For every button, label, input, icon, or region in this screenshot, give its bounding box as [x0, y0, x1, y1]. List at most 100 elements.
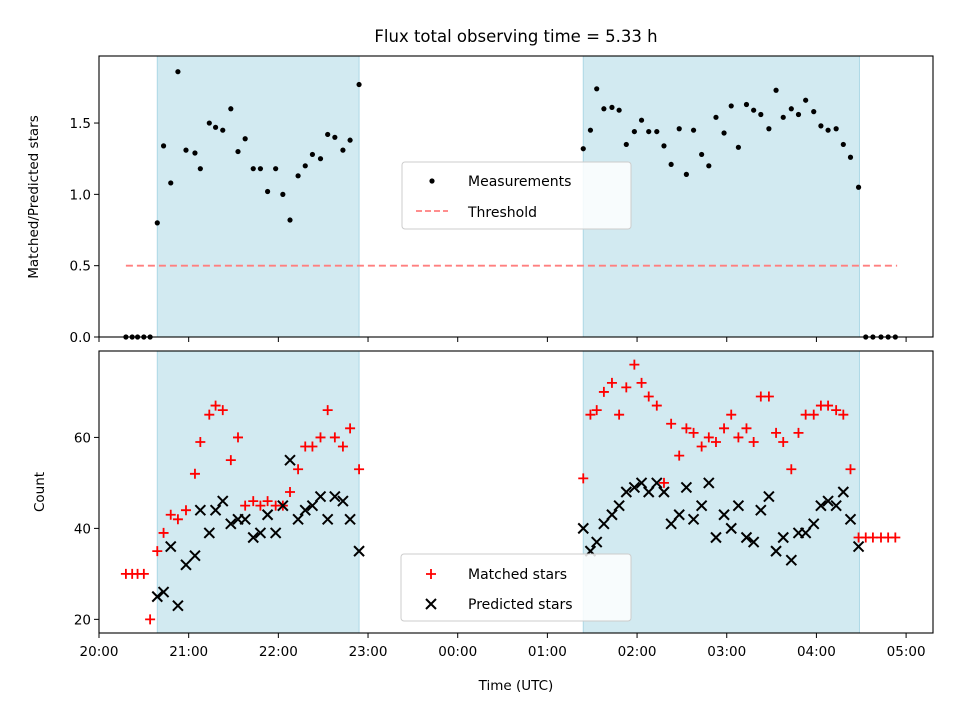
data-point — [206, 120, 212, 126]
data-point — [284, 454, 296, 466]
data-point — [175, 69, 181, 75]
data-point — [721, 130, 727, 136]
y-tick-label: 40 — [74, 521, 91, 537]
data-point — [718, 509, 730, 521]
data-point — [740, 531, 753, 544]
bottom-panel: 20 40 60 20:00 21:00 22:00 23:00 00:00 01:00 02:0… — [32, 350, 934, 694]
data-point — [157, 586, 170, 598]
bottom-legend-box — [400, 553, 632, 622]
data-point — [793, 427, 804, 438]
data-point — [833, 126, 839, 132]
data-point — [158, 527, 169, 538]
data-point — [302, 163, 308, 169]
legend-marker-matched-stars — [426, 569, 436, 579]
data-point — [287, 217, 293, 223]
data-point — [217, 405, 228, 416]
data-point — [643, 391, 654, 402]
data-point — [189, 549, 201, 562]
data-point — [264, 188, 271, 195]
data-point — [847, 154, 854, 160]
data-point — [676, 126, 682, 132]
data-point — [322, 405, 333, 416]
data-point — [763, 391, 774, 402]
data-point — [831, 405, 842, 416]
data-point — [651, 477, 663, 489]
data-point — [674, 450, 685, 461]
data-point — [345, 423, 356, 434]
data-point — [587, 127, 594, 133]
x-tick-label: 02:00 — [618, 644, 657, 660]
data-point — [353, 545, 365, 557]
data-point — [773, 87, 779, 93]
data-point — [329, 490, 341, 503]
data-point — [681, 423, 692, 434]
data-point — [210, 400, 221, 411]
data-point — [785, 554, 798, 566]
data-point — [273, 166, 279, 172]
data-point — [855, 184, 862, 190]
data-point — [699, 151, 705, 158]
data-point — [654, 128, 660, 135]
data-point — [751, 107, 757, 113]
data-point — [233, 432, 243, 443]
data-point — [242, 136, 248, 142]
x-tick-label: 23:00 — [349, 644, 388, 660]
data-point — [838, 409, 849, 420]
data-point — [668, 161, 674, 168]
y-tick-label: 0.5 — [70, 259, 91, 275]
data-point — [145, 614, 156, 625]
data-point — [189, 468, 200, 479]
data-point — [688, 427, 699, 438]
data-point — [606, 509, 618, 521]
data-point — [658, 486, 670, 498]
data-point — [803, 97, 809, 103]
data-point — [732, 499, 745, 512]
data-point — [194, 504, 207, 516]
data-point — [293, 464, 304, 475]
data-point — [212, 124, 219, 130]
data-point — [225, 455, 236, 466]
x-axis-label: Time (UTC) — [478, 678, 554, 694]
top-legend: Measurements Threshold — [401, 161, 632, 230]
legend-label-matched-stars: Matched stars — [468, 567, 567, 583]
data-point — [808, 518, 820, 530]
x-tick-label: 20:00 — [80, 644, 119, 660]
data-point — [295, 173, 301, 179]
data-point — [620, 486, 633, 498]
bottom-y-axis-label: Count — [32, 472, 48, 512]
data-point — [598, 386, 609, 397]
data-point — [277, 499, 289, 512]
shaded-region — [156, 55, 360, 338]
data-point — [628, 481, 641, 494]
data-point — [780, 114, 786, 120]
data-point — [269, 527, 282, 539]
data-point — [591, 536, 603, 548]
legend-label-measurements: Measurements — [468, 174, 571, 190]
data-point — [643, 486, 655, 498]
data-point — [172, 600, 184, 612]
data-point — [710, 531, 722, 544]
data-point — [703, 432, 714, 443]
data-point — [337, 495, 349, 507]
data-point — [777, 531, 789, 544]
data-point — [160, 143, 167, 149]
data-point — [598, 518, 610, 530]
data-point — [255, 500, 266, 511]
data-point — [822, 495, 834, 507]
bottom-series — [120, 359, 901, 625]
x-tick-label: 22:00 — [259, 644, 298, 660]
data-point — [703, 477, 715, 489]
shaded-region — [156, 350, 360, 634]
data-point — [307, 441, 318, 452]
data-point — [840, 141, 846, 148]
data-point — [315, 432, 326, 443]
data-point — [247, 531, 259, 544]
legend-marker-predicted-stars — [425, 598, 437, 610]
data-point — [154, 220, 160, 226]
data-point — [165, 540, 177, 553]
data-point — [845, 464, 856, 475]
data-point — [788, 106, 794, 112]
data-point — [261, 509, 274, 521]
legend-label-threshold: Threshold — [467, 205, 537, 221]
